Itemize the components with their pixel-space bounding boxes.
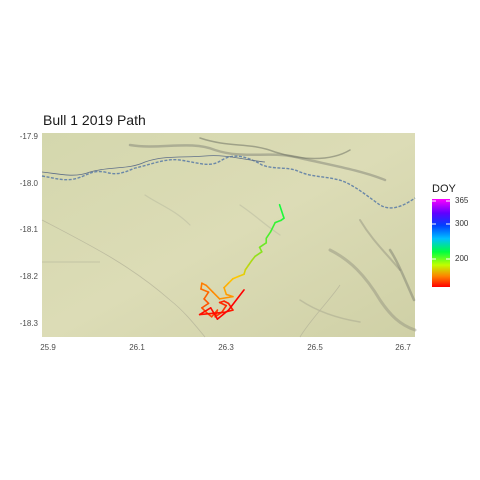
- x-tick-label: 26.1: [129, 343, 145, 352]
- path-segment: [223, 282, 230, 289]
- path-segment: [203, 291, 210, 300]
- path-segment: [232, 275, 240, 280]
- path-segment: [258, 246, 263, 253]
- legend-label: 365: [455, 196, 469, 205]
- y-axis-ticks: -17.9 -18.0 -18.1 -18.2 -18.3: [20, 132, 39, 328]
- path-segment: [227, 277, 234, 284]
- path-segment: [247, 259, 253, 267]
- road-lines: [41, 219, 341, 338]
- path-segment: [209, 307, 219, 320]
- path-segment: [227, 289, 245, 311]
- basemap: [42, 133, 415, 337]
- legend-ticks: [432, 200, 450, 260]
- path-segment: [198, 311, 225, 316]
- path-segment: [198, 307, 212, 316]
- legend-label: 300: [455, 219, 469, 228]
- path-segment: [212, 291, 221, 300]
- path-segment: [265, 230, 272, 240]
- legend-colorbar: [432, 199, 450, 287]
- path-segment: [205, 284, 214, 293]
- legend-label: 200: [455, 254, 469, 263]
- river-line: [41, 155, 416, 209]
- legend-title: DOY: [432, 183, 456, 195]
- path-segment: [254, 251, 263, 258]
- path-segment: [218, 301, 228, 307]
- x-tick-label: 26.5: [307, 343, 323, 352]
- x-tick-label: 26.3: [218, 343, 234, 352]
- path-segment: [280, 210, 285, 219]
- path-segment: [221, 304, 228, 314]
- x-axis-ticks: 25.9 26.1 26.3 26.5 26.7: [40, 343, 411, 352]
- country-border-line: [41, 155, 266, 176]
- x-tick-label: 26.7: [395, 343, 411, 352]
- chart-title: Bull 1 2019 Path: [43, 112, 146, 128]
- path-segment: [200, 282, 203, 290]
- animal-path: [198, 203, 285, 320]
- path-segment: [200, 288, 210, 293]
- path-segment: [258, 242, 268, 249]
- y-tick-label: -18.1: [20, 225, 39, 234]
- path-segment: [237, 273, 245, 278]
- path-segment: [244, 264, 250, 271]
- path-segment: [203, 298, 210, 305]
- path-segment: [216, 309, 230, 320]
- terrain-shading: [128, 137, 417, 332]
- path-segment: [278, 203, 283, 213]
- y-tick-label: -17.9: [20, 132, 39, 141]
- path-segment: [201, 302, 210, 309]
- path-segment: [274, 219, 282, 224]
- path-segment: [223, 300, 230, 305]
- path-segment: [269, 221, 276, 233]
- path-segment: [223, 286, 228, 296]
- y-tick-label: -18.3: [20, 319, 39, 328]
- path-segment: [218, 295, 234, 300]
- y-tick-label: -18.2: [20, 272, 39, 281]
- path-segment: [250, 255, 256, 262]
- x-tick-label: 25.9: [40, 343, 56, 352]
- y-tick-label: -18.0: [20, 179, 39, 188]
